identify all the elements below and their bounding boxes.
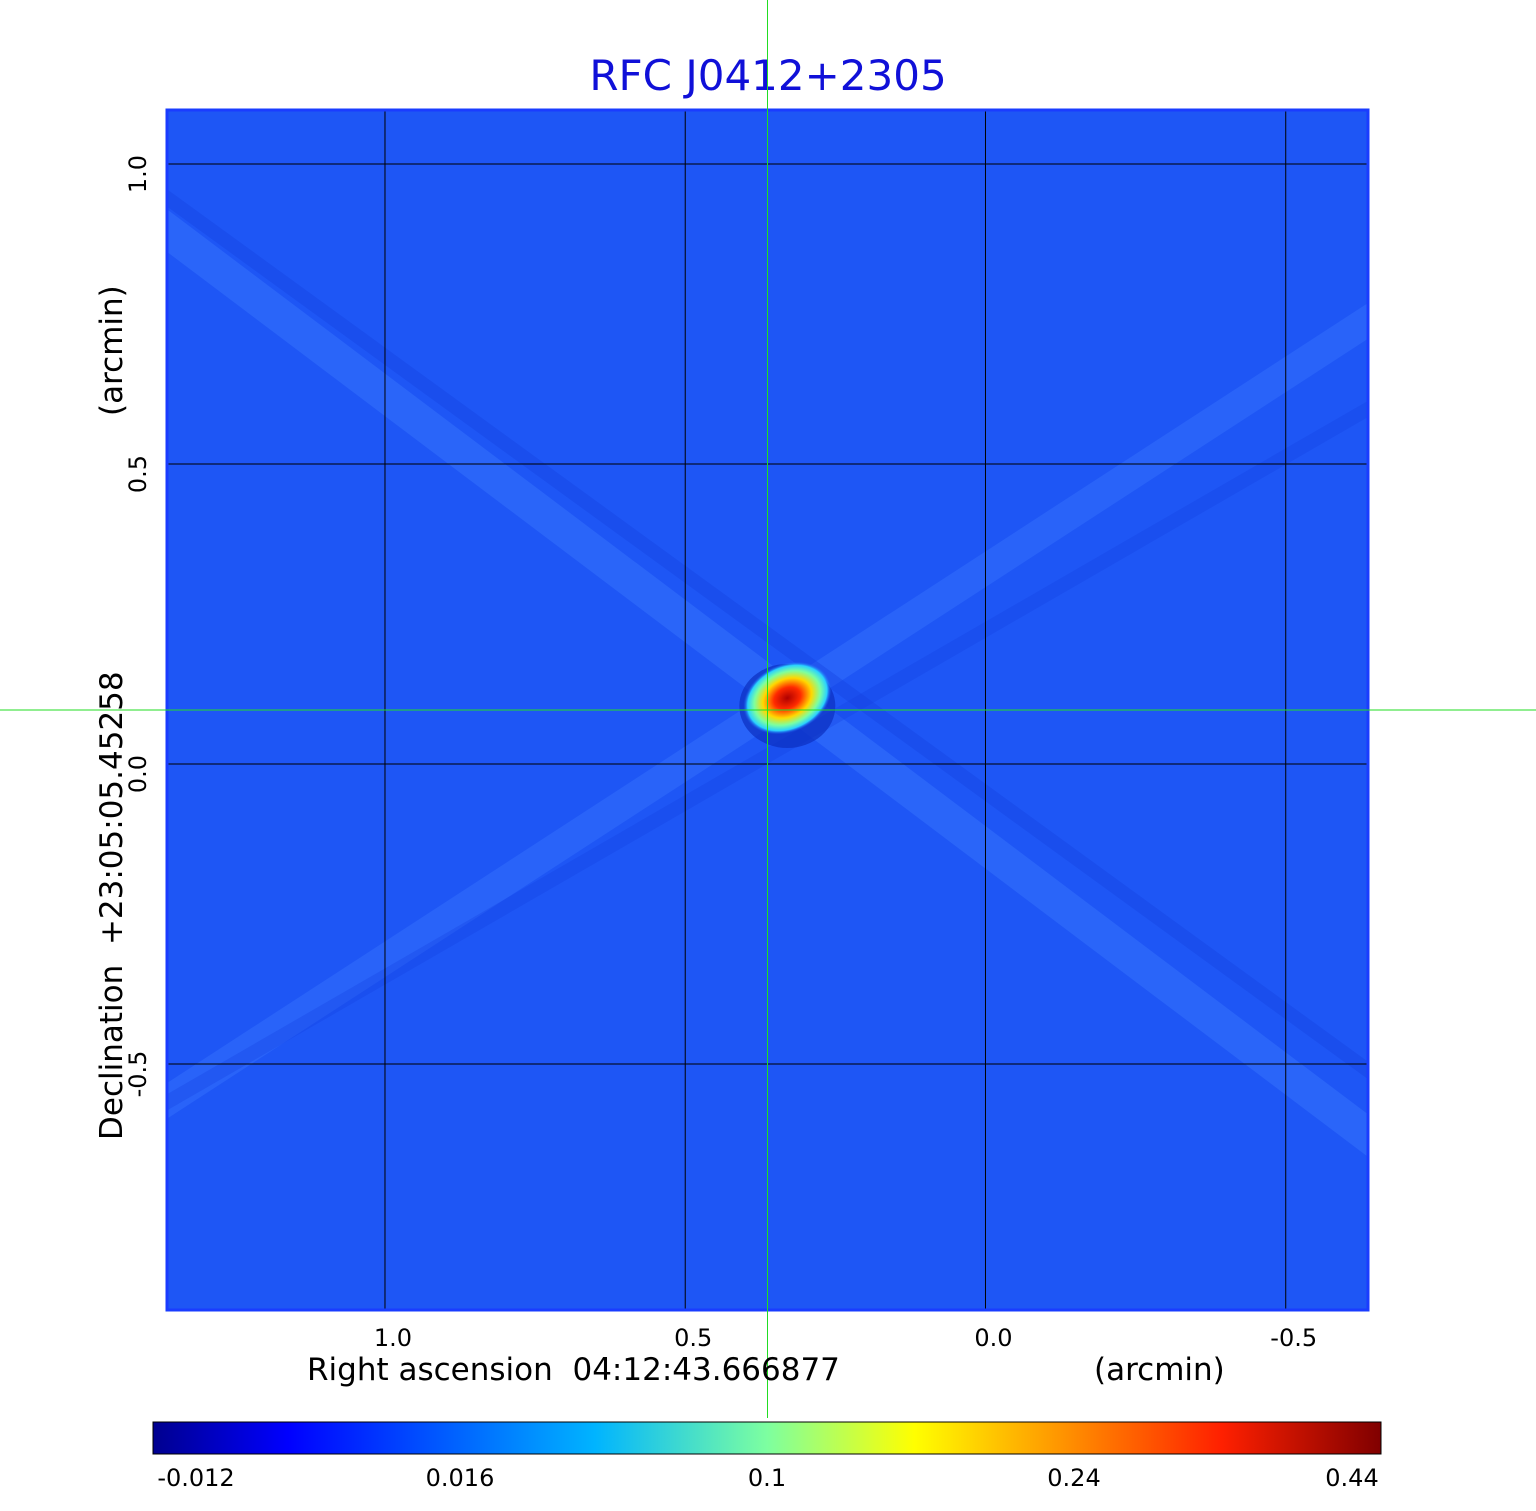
colorbar-tick-label: -0.012: [157, 1464, 235, 1492]
y-tick-label: 0.5: [124, 454, 152, 494]
source-core: [743, 661, 832, 735]
x-tick-label: 1.0: [373, 1324, 413, 1352]
y-axis-label: Declination +23:05:05.45258: [94, 671, 130, 1140]
y-tick-label: 1.0: [124, 154, 152, 194]
colorbar-tick-label: 0.016: [425, 1464, 495, 1492]
x-tick-label: -0.5: [1270, 1324, 1318, 1352]
colorbar-tick-label: 0.1: [747, 1464, 787, 1492]
crosshair: [0, 0, 1536, 1418]
y-axis-unit: (arcmin): [94, 285, 130, 416]
x-tick-label: 0.0: [974, 1324, 1013, 1352]
x-axis-unit: (arcmin): [1094, 1352, 1225, 1388]
colorbar: [152, 1421, 1382, 1455]
colorbar-tick-label: 0.24: [1047, 1464, 1101, 1492]
x-tick-label: 0.5: [674, 1324, 713, 1352]
colorbar-tick-label: 0.44: [1325, 1464, 1379, 1492]
x-axis-label: Right ascension 04:12:43.666877: [307, 1352, 840, 1388]
